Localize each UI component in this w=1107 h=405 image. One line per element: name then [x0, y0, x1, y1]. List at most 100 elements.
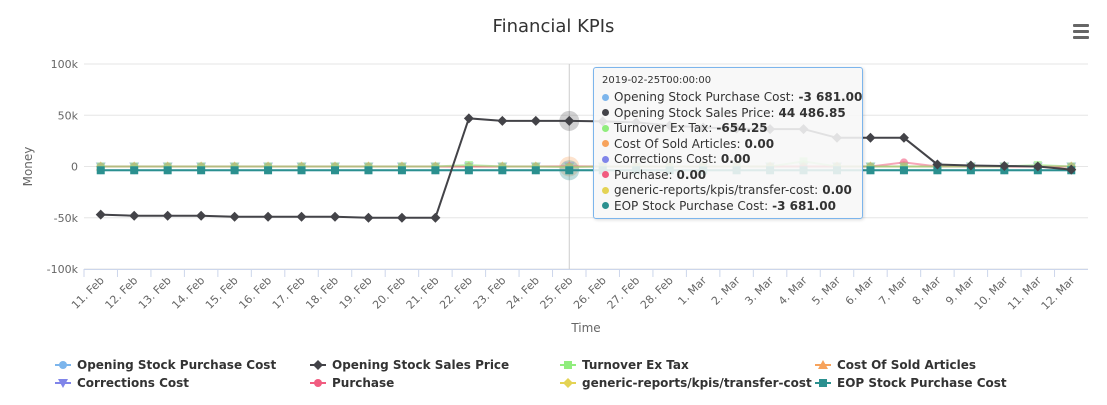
data-point — [463, 113, 474, 124]
legend-item[interactable]: Cost Of Sold Articles — [815, 356, 976, 374]
tooltip-dot-icon — [602, 171, 609, 178]
tooltip-value: 0.00 — [744, 136, 775, 151]
legend-marker — [563, 378, 573, 388]
x-tick-label: 16. Feb — [236, 274, 274, 312]
x-tick-label: 11. Mar — [1005, 274, 1044, 313]
legend-item[interactable]: Purchase — [310, 374, 394, 392]
x-tick-label: 13. Feb — [136, 274, 174, 312]
tooltip-label: generic-reports/kpis/transfer-cost: — [614, 183, 819, 197]
data-point — [264, 166, 273, 175]
data-point — [363, 212, 374, 223]
legend-symbol-icon — [560, 361, 576, 369]
legend-marker — [58, 379, 68, 388]
legend-item[interactable]: EOP Stock Purchase Cost — [815, 374, 1007, 392]
data-point — [1066, 164, 1077, 175]
tooltip-row: Corrections Cost: 0.00 — [602, 152, 750, 166]
data-point — [899, 166, 908, 175]
x-tick-label: 1. Mar — [675, 274, 709, 308]
legend-item[interactable]: Opening Stock Purchase Cost — [55, 356, 276, 374]
x-axis-title: Time — [570, 321, 600, 335]
x-tick-label: 25. Feb — [538, 274, 576, 312]
x-tick-label: 20. Feb — [370, 274, 408, 312]
legend-marker — [818, 360, 828, 369]
tooltip-value: -654.25 — [716, 121, 768, 135]
x-tick-label: 5. Mar — [809, 274, 843, 308]
data-point — [96, 166, 105, 175]
tooltip-dot-icon — [602, 140, 609, 147]
legend-marker — [59, 361, 67, 369]
x-tick-label: 24. Feb — [504, 274, 542, 312]
x-tick-label: 26. Feb — [571, 274, 609, 312]
tooltip-label: Opening Stock Purchase Cost: — [614, 90, 795, 104]
legend-label: Cost Of Sold Articles — [837, 358, 977, 372]
x-tick-label: 27. Feb — [605, 274, 643, 312]
y-tick-label: 100k — [51, 58, 79, 71]
legend-item[interactable]: Opening Stock Sales Price — [310, 356, 509, 374]
data-point — [297, 166, 306, 175]
chart-tooltip: 2019-02-25T00:00:00 Opening Stock Purcha… — [593, 67, 863, 219]
y-tick-label: -50k — [54, 212, 79, 225]
legend-label: Corrections Cost — [77, 376, 190, 390]
data-point — [498, 166, 507, 175]
x-tick-label: 14. Feb — [169, 274, 207, 312]
legend-item[interactable]: Corrections Cost — [55, 374, 189, 392]
x-tick-label: 7. Mar — [876, 274, 910, 308]
y-tick-label: 0 — [71, 161, 78, 174]
data-point — [1032, 161, 1043, 172]
data-point — [866, 166, 875, 175]
tooltip-value: 0.00 — [822, 183, 852, 197]
tooltip-dot-icon — [602, 124, 609, 132]
x-tick-label: 12. Mar — [1039, 274, 1078, 313]
data-point — [565, 166, 574, 175]
tooltip-value: 0.00 — [676, 167, 707, 182]
tooltip-row: generic-reports/kpis/transfer-cost: 0.00 — [602, 183, 852, 197]
data-point — [431, 166, 440, 175]
legend-symbol-icon — [55, 379, 71, 388]
data-point — [263, 211, 274, 222]
data-point — [396, 212, 407, 223]
tooltip-value: -3 681.00 — [798, 90, 863, 104]
tooltip-label: Opening Stock Sales Price: — [614, 105, 775, 120]
y-tick-label: -100k — [47, 263, 79, 276]
y-axis-title: Money — [21, 147, 35, 187]
legend-label: Purchase — [332, 376, 395, 390]
data-point — [364, 166, 373, 175]
data-point — [564, 115, 575, 126]
x-tick-label: 18. Feb — [303, 274, 341, 312]
data-point — [162, 210, 173, 221]
tooltip-row: EOP Stock Purchase Cost: -3 681.00 — [602, 199, 836, 213]
legend-symbol-icon — [560, 378, 576, 388]
x-tick-label: 2. Mar — [709, 274, 743, 308]
x-tick-label: 6. Mar — [843, 274, 877, 308]
tooltip-value: 44 486.85 — [778, 105, 846, 120]
data-point — [430, 212, 441, 223]
x-tick-label: 11. Feb — [69, 274, 107, 312]
data-point — [296, 211, 307, 222]
legend-marker — [313, 360, 323, 370]
legend-item[interactable]: Turnover Ex Tax — [560, 356, 689, 374]
legend-label: Turnover Ex Tax — [582, 358, 689, 372]
data-point — [965, 160, 976, 171]
tooltip-dot-icon — [602, 202, 609, 209]
legend-label: Opening Stock Purchase Cost — [77, 358, 277, 372]
series-line-2 — [100, 160, 1072, 169]
hamburger-menu-icon[interactable] — [1071, 24, 1091, 42]
data-point — [999, 160, 1010, 171]
tooltip-label: Cost Of Sold Articles: — [614, 136, 741, 151]
data-point — [497, 115, 508, 126]
legend-label: Opening Stock Sales Price — [332, 358, 510, 372]
tooltip-label: EOP Stock Purchase Cost: — [614, 198, 769, 213]
tooltip-row: Cost Of Sold Articles: 0.00 — [602, 137, 774, 151]
x-tick-label: 23. Feb — [471, 274, 509, 312]
x-tick-label: 4. Mar — [776, 274, 810, 308]
legend-marker — [564, 361, 572, 369]
legend-marker — [314, 379, 322, 387]
data-point — [397, 166, 406, 175]
data-point — [330, 211, 340, 222]
tooltip-row: Opening Stock Purchase Cost: -3 681.00 — [602, 90, 862, 104]
data-point — [530, 115, 541, 126]
legend-item[interactable]: generic-reports/kpis/transfer-cost — [560, 374, 812, 392]
x-tick-label: 22. Feb — [437, 274, 475, 312]
data-point — [197, 166, 206, 175]
